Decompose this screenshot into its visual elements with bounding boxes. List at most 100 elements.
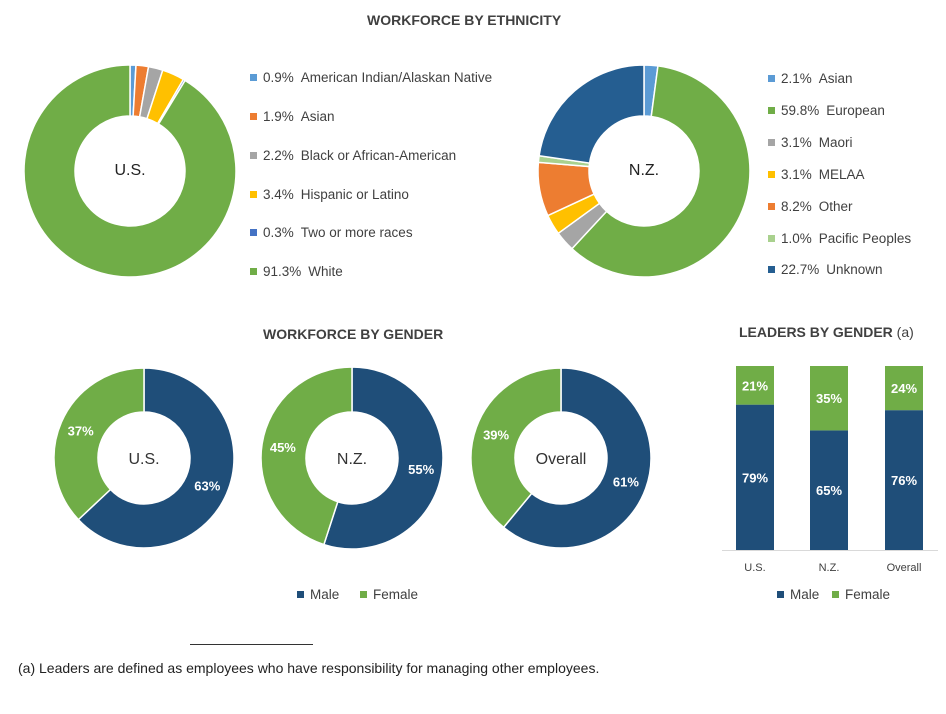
legend-swatch bbox=[250, 229, 257, 236]
donut-slice-european bbox=[570, 65, 751, 278]
ethnicity-nz-slices bbox=[537, 64, 751, 278]
legend-value: 0.9% bbox=[263, 70, 294, 85]
donut-slice-female bbox=[260, 366, 353, 546]
legend-swatch bbox=[832, 591, 839, 598]
gender-overall-slices: 61% 39% bbox=[470, 367, 652, 549]
donut-slice-unknown bbox=[538, 64, 645, 164]
legend-item: 1.9% Asian bbox=[250, 109, 335, 124]
legend-item: 0.9% American Indian/Alaskan Native bbox=[250, 70, 492, 85]
legend-label: Two or more races bbox=[300, 225, 413, 240]
legend-value: 1.0% bbox=[781, 231, 812, 246]
legend-label: Hispanic or Latino bbox=[300, 187, 409, 202]
data-label: 76% bbox=[891, 473, 917, 488]
leaders-title-note: (a) bbox=[896, 324, 914, 340]
legend-value: 91.3% bbox=[263, 264, 302, 279]
legend-item: 3.1% Maori bbox=[768, 135, 853, 150]
x-tick-label: N.Z. bbox=[819, 562, 840, 574]
legend-swatch bbox=[768, 266, 775, 273]
legend-item: 22.7% Unknown bbox=[768, 262, 883, 277]
legend-swatch bbox=[250, 152, 257, 159]
legend-item-female: Female bbox=[360, 587, 418, 602]
legend-label: Male bbox=[310, 587, 340, 602]
legend-label: MELAA bbox=[818, 167, 865, 182]
legend-swatch bbox=[360, 591, 367, 598]
legend-item-male: Male bbox=[297, 587, 339, 602]
gender-us-slices: 63% 37% bbox=[53, 367, 235, 549]
legend-label: Male bbox=[790, 587, 820, 602]
data-label: 39% bbox=[483, 428, 509, 443]
legend-swatch bbox=[250, 268, 257, 275]
legend-value: 3.4% bbox=[263, 187, 294, 202]
data-label: 63% bbox=[194, 478, 220, 493]
legend-swatch bbox=[768, 139, 775, 146]
legend-swatch bbox=[768, 235, 775, 242]
legend-item: 59.8% European bbox=[768, 103, 885, 118]
ethnicity-title: WORKFORCE BY ETHNICITY bbox=[367, 12, 562, 28]
legend-label: Maori bbox=[818, 135, 853, 150]
legend-swatch bbox=[250, 113, 257, 120]
legend-item-male: Male bbox=[777, 587, 819, 602]
legend-label: Asian bbox=[818, 71, 853, 86]
legend-item: 1.0% Pacific Peoples bbox=[768, 231, 911, 246]
legend-value: 3.1% bbox=[781, 167, 812, 182]
ethnicity-us-center-label: U.S. bbox=[114, 162, 145, 179]
leaders-title-text: LEADERS BY GENDER bbox=[739, 324, 893, 340]
legend-item: 3.4% Hispanic or Latino bbox=[250, 187, 409, 202]
bar-male-nz bbox=[810, 430, 848, 550]
donut-slice-female bbox=[470, 367, 562, 529]
legend-swatch bbox=[250, 74, 257, 81]
legend-value: 8.2% bbox=[781, 199, 812, 214]
legend-value: 0.3% bbox=[263, 225, 294, 240]
ethnicity-us-slices bbox=[23, 64, 237, 278]
legend-item: 2.2% Black or African-American bbox=[250, 148, 456, 163]
legend-item: 8.2% Other bbox=[768, 199, 853, 214]
legend-label: White bbox=[308, 264, 343, 279]
data-label: 21% bbox=[742, 378, 768, 393]
legend-value: 59.8% bbox=[781, 103, 820, 118]
gender-us-center-label: U.S. bbox=[128, 451, 159, 468]
legend-swatch bbox=[768, 203, 775, 210]
legend-swatch bbox=[768, 75, 775, 82]
legend-swatch bbox=[768, 107, 775, 114]
gender-overall-center-label: Overall bbox=[536, 451, 587, 468]
legend-value: 1.9% bbox=[263, 109, 294, 124]
legend-item: 91.3% White bbox=[250, 264, 343, 279]
legend-swatch bbox=[777, 591, 784, 598]
leaders-title: LEADERS BY GENDER (a) bbox=[739, 324, 914, 340]
bar-male-overall bbox=[885, 410, 923, 550]
data-label: 37% bbox=[68, 424, 94, 439]
legend-swatch bbox=[768, 171, 775, 178]
ethnicity-nz-center-label: N.Z. bbox=[629, 162, 659, 179]
gender-title: WORKFORCE BY GENDER bbox=[263, 326, 444, 342]
x-tick-label: U.S. bbox=[744, 562, 765, 574]
legend-label: Pacific Peoples bbox=[818, 231, 912, 246]
data-label: 55% bbox=[408, 462, 434, 477]
legend-label: Female bbox=[373, 587, 419, 602]
data-label: 79% bbox=[742, 470, 768, 485]
legend-label: Asian bbox=[300, 109, 335, 124]
bar-female-us bbox=[736, 366, 774, 405]
donut-slice-male bbox=[77, 367, 235, 549]
data-label: 61% bbox=[613, 474, 639, 489]
donut-slice-male bbox=[502, 367, 652, 549]
legend-label: American Indian/Alaskan Native bbox=[300, 70, 493, 85]
legend-item: 3.1% MELAA bbox=[768, 167, 865, 182]
legend-item-female: Female bbox=[832, 587, 890, 602]
legend-item: 2.1% Asian bbox=[768, 71, 853, 86]
legend-value: 2.1% bbox=[781, 71, 812, 86]
donut-slice-female bbox=[53, 367, 145, 521]
data-label: 45% bbox=[270, 440, 296, 455]
bar-female-overall bbox=[885, 366, 923, 411]
gender-nz-center-label: N.Z. bbox=[337, 451, 367, 468]
legend-label: Female bbox=[845, 587, 891, 602]
gender-nz-slices: 55% 45% bbox=[260, 366, 444, 550]
legend-value: 22.7% bbox=[781, 262, 820, 277]
legend-label: Other bbox=[818, 199, 853, 214]
bar-male-us bbox=[736, 404, 774, 550]
leaders-bars: 79% 21% U.S. 65% 35% N.Z. 76% 24% Overall bbox=[722, 366, 938, 574]
legend-swatch bbox=[297, 591, 304, 598]
legend-label: Black or African-American bbox=[300, 148, 457, 163]
donut-slice-white bbox=[23, 64, 237, 278]
data-label: 24% bbox=[891, 381, 917, 396]
